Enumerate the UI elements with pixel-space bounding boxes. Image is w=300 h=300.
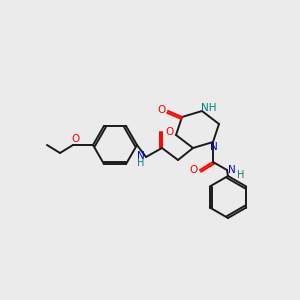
Text: N: N bbox=[210, 142, 218, 152]
Text: O: O bbox=[165, 127, 173, 137]
Text: H: H bbox=[237, 170, 245, 180]
Text: O: O bbox=[158, 105, 166, 115]
Text: N: N bbox=[228, 165, 236, 175]
Text: O: O bbox=[71, 134, 79, 144]
Text: N: N bbox=[137, 151, 145, 161]
Text: NH: NH bbox=[201, 103, 217, 113]
Text: H: H bbox=[137, 158, 145, 168]
Text: O: O bbox=[189, 165, 197, 175]
